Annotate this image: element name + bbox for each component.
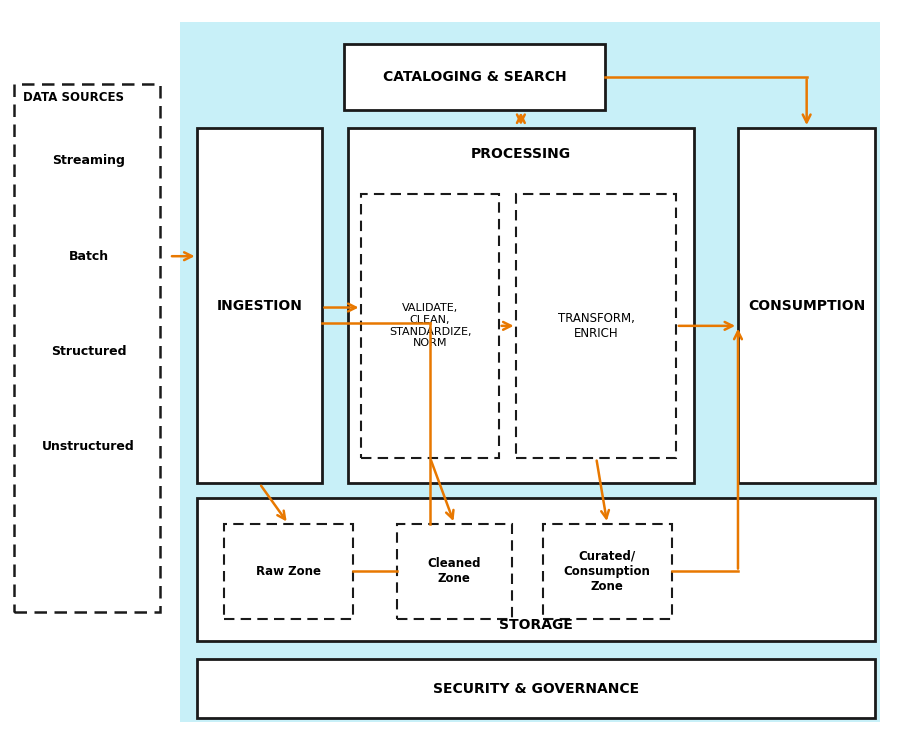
Bar [180,22,880,722]
Bar [738,128,876,483]
Text: Structured: Structured [50,345,126,358]
Bar [543,524,671,619]
Bar [224,524,353,619]
Bar [197,128,321,483]
Bar [22,318,154,385]
Text: Unstructured: Unstructured [42,440,135,453]
Text: CONSUMPTION: CONSUMPTION [748,299,865,313]
Text: CATALOGING & SEARCH: CATALOGING & SEARCH [382,69,566,84]
Bar [22,128,154,194]
Bar [22,223,154,289]
Text: Raw Zone: Raw Zone [256,565,320,578]
Text: TRANSFORM,
ENRICH: TRANSFORM, ENRICH [558,311,634,340]
Text: Curated/
Consumption
Zone: Curated/ Consumption Zone [563,550,651,593]
Text: STORAGE: STORAGE [500,618,573,632]
Text: PROCESSING: PROCESSING [471,146,571,161]
Bar [14,84,160,612]
Bar [197,498,876,641]
Text: Batch: Batch [68,249,109,263]
Bar [348,128,694,483]
Text: VALIDATE,
CLEAN,
STANDARDIZE,
NORM: VALIDATE, CLEAN, STANDARDIZE, NORM [389,303,472,348]
Bar [362,194,499,458]
Text: DATA SOURCES: DATA SOURCES [22,91,124,105]
Bar [397,524,512,619]
Bar [197,660,876,718]
Bar [517,194,676,458]
Text: SECURITY & GOVERNANCE: SECURITY & GOVERNANCE [433,682,640,695]
Text: Cleaned
Zone: Cleaned Zone [428,557,482,586]
Text: INGESTION: INGESTION [217,299,302,313]
Bar [22,414,154,480]
Text: Streaming: Streaming [52,155,125,167]
Bar [344,43,605,110]
